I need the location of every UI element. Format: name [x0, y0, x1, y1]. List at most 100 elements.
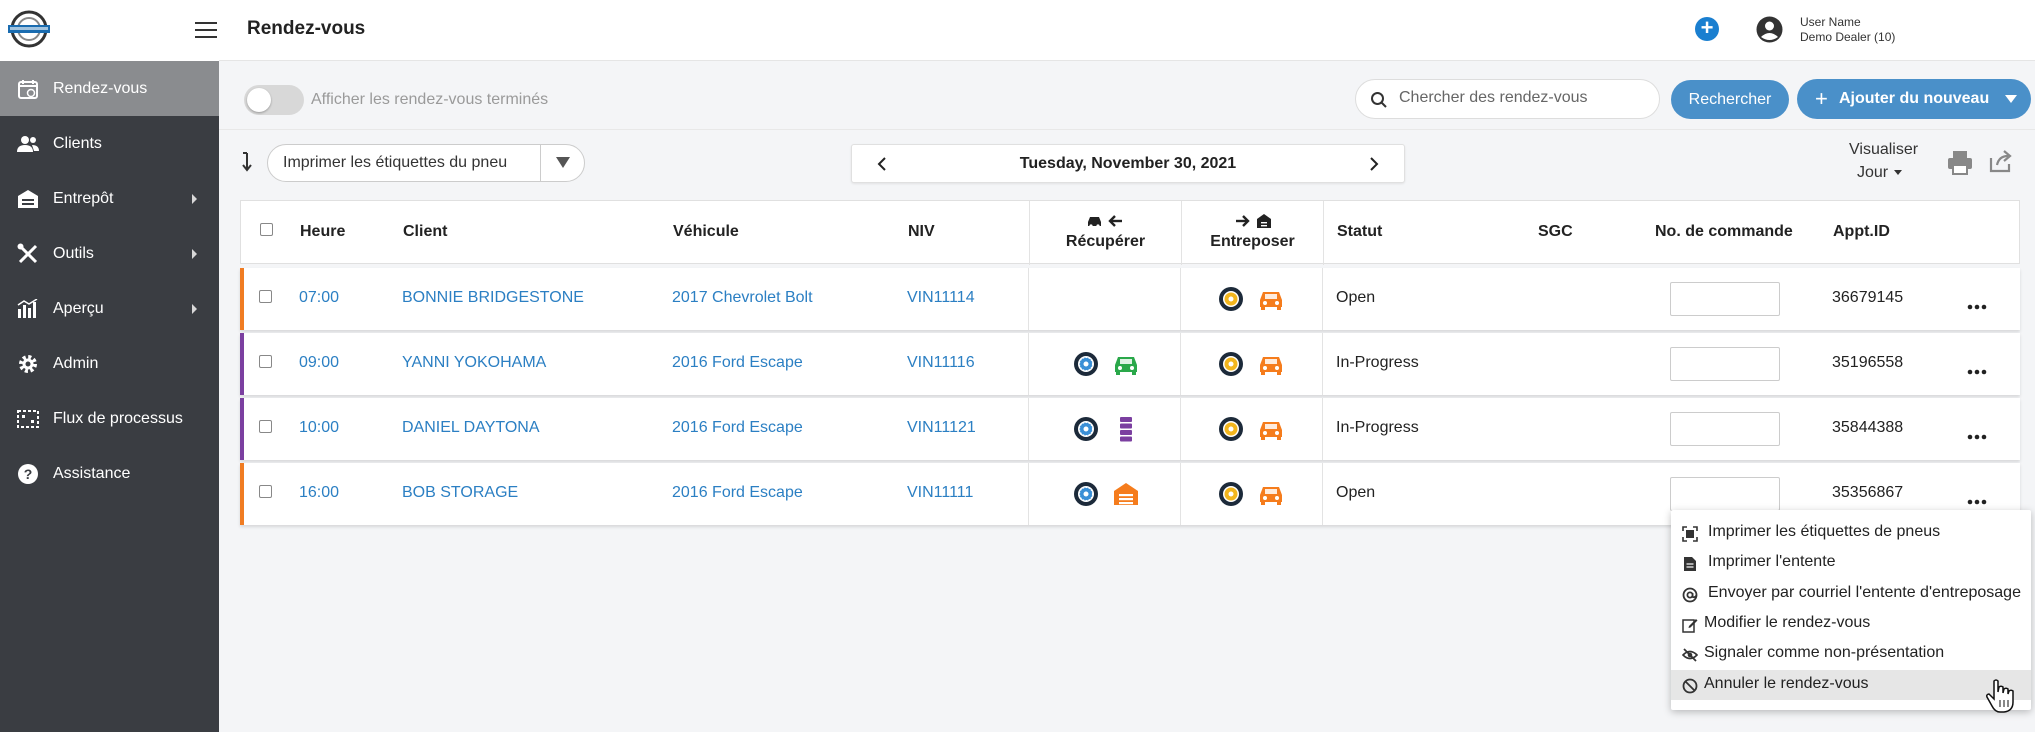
- at-icon: [1682, 587, 1698, 603]
- sidebar-item-rendez-vous[interactable]: Rendez-vous: [0, 61, 219, 116]
- order-number-input[interactable]: [1670, 477, 1780, 511]
- table-row[interactable]: 10:00 DANIEL DAYTONA 2016 Ford Escape VIN11…: [240, 398, 2020, 460]
- chevron-right-icon[interactable]: [1366, 156, 1382, 172]
- col-time[interactable]: Heure: [300, 223, 346, 240]
- col-status[interactable]: Statut: [1337, 223, 1383, 240]
- quick-add-button[interactable]: +: [1695, 17, 1719, 41]
- help-icon: ?: [16, 462, 40, 486]
- vin-link[interactable]: VIN11116: [907, 354, 975, 371]
- user-name[interactable]: User Name: [1800, 15, 1861, 29]
- sidebar-item-flux-de-processus[interactable]: Flux de processus: [0, 391, 219, 446]
- company-logo[interactable]: [6, 10, 52, 48]
- col-appt-id[interactable]: Appt.ID: [1833, 223, 1890, 240]
- add-new-button[interactable]: + Ajouter du nouveau: [1797, 79, 2031, 119]
- table-row[interactable]: 09:00 YANNI YOKOHAMA 2016 Ford Escape VIN11…: [240, 333, 2020, 395]
- more-actions-icon[interactable]: [1967, 492, 1987, 505]
- status-color-bar: [240, 268, 244, 330]
- sidebar-item-outils[interactable]: Outils: [0, 226, 219, 281]
- store-header-icons: [1182, 213, 1323, 233]
- order-number-input[interactable]: [1670, 282, 1780, 316]
- add-new-dropdown-icon[interactable]: [2005, 95, 2017, 103]
- view-select[interactable]: Jour: [1857, 164, 1903, 182]
- vin-link[interactable]: VIN11111: [907, 484, 974, 501]
- vin-link[interactable]: VIN11121: [907, 419, 976, 436]
- col-pickup[interactable]: Récupérer: [1030, 213, 1181, 251]
- hand-cursor-icon: [1986, 679, 2014, 713]
- vin-link[interactable]: VIN11114: [907, 289, 975, 306]
- row-checkbox[interactable]: [259, 420, 272, 433]
- table-row[interactable]: 07:00 BONNIE BRIDGESTONE 2017 Chevrolet Bo…: [240, 268, 2020, 330]
- search-input[interactable]: [1399, 89, 1649, 107]
- sidebar-item-entrep-t[interactable]: Entrepôt: [0, 171, 219, 226]
- more-actions-icon[interactable]: [1967, 427, 1987, 440]
- calendar-icon: [16, 77, 40, 101]
- client-link[interactable]: DANIEL DAYTONA: [402, 419, 540, 436]
- row-checkbox[interactable]: [259, 485, 272, 498]
- show-completed-toggle[interactable]: [244, 85, 304, 115]
- tire-yellow-icon: [1218, 286, 1244, 312]
- order-number-input[interactable]: [1670, 412, 1780, 446]
- col-sgc[interactable]: SGC: [1538, 223, 1573, 240]
- sort-icon[interactable]: [240, 151, 254, 173]
- car-orange-icon: [1258, 481, 1284, 507]
- tools-icon: [16, 242, 40, 266]
- select-all-checkbox[interactable]: [260, 223, 273, 236]
- status-text: In-Progress: [1336, 354, 1419, 371]
- hamburger-menu-icon[interactable]: [195, 20, 219, 40]
- warehouse-orange-icon: [1113, 481, 1139, 507]
- car-orange-icon: [1258, 286, 1284, 312]
- menu-item-scan[interactable]: Imprimer les étiquettes de pneus: [1671, 518, 2031, 548]
- chevron-right-icon: [192, 248, 197, 259]
- col-vin[interactable]: NIV: [908, 223, 935, 240]
- table-row[interactable]: 16:00 BOB STORAGE 2016 Ford Escape VIN11111…: [240, 463, 2020, 525]
- sidebar-item-clients[interactable]: Clients: [0, 116, 219, 171]
- col-divider: [1322, 268, 1323, 330]
- export-icon[interactable]: [1988, 148, 2014, 174]
- menu-item-eye-slash[interactable]: Signaler comme non-présentation: [1671, 639, 2031, 669]
- client-link[interactable]: BOB STORAGE: [402, 484, 519, 501]
- print-dropdown-icon[interactable]: [556, 157, 570, 168]
- current-date[interactable]: Tuesday, November 30, 2021: [1019, 155, 1237, 172]
- col-client[interactable]: Client: [403, 223, 448, 240]
- search-box[interactable]: [1355, 79, 1660, 119]
- dealer-name[interactable]: Demo Dealer (10): [1800, 30, 1896, 44]
- more-actions-icon[interactable]: [1967, 362, 1987, 375]
- client-link[interactable]: YANNI YOKOHAMA: [402, 354, 547, 371]
- status-color-bar: [240, 333, 244, 395]
- row-checkbox[interactable]: [259, 290, 272, 303]
- sidebar-item-admin[interactable]: Admin: [0, 336, 219, 391]
- print-tire-labels-button[interactable]: Imprimer les étiquettes du pneu: [267, 144, 585, 182]
- sidebar-item-label: Aperçu: [53, 299, 104, 317]
- vehicle-link[interactable]: 2016 Ford Escape: [672, 484, 803, 501]
- menu-item-edit[interactable]: Modifier le rendez-vous: [1671, 609, 2031, 639]
- menu-item-ban[interactable]: Annuler le rendez-vous: [1671, 670, 2031, 700]
- printer-icon[interactable]: [1946, 148, 1974, 176]
- menu-item-document[interactable]: Imprimer l'entente: [1671, 548, 2031, 578]
- vehicle-link[interactable]: 2016 Ford Escape: [672, 419, 803, 436]
- chevron-left-icon[interactable]: [874, 156, 890, 172]
- row-checkbox[interactable]: [259, 355, 272, 368]
- more-actions-icon[interactable]: [1967, 297, 1987, 310]
- plus-icon: +: [1815, 86, 1828, 111]
- col-order-number[interactable]: No. de commande: [1655, 223, 1793, 240]
- vehicle-link[interactable]: 2016 Ford Escape: [672, 354, 803, 371]
- time-link[interactable]: 09:00: [299, 354, 340, 371]
- vehicle-link[interactable]: 2017 Chevrolet Bolt: [672, 289, 813, 306]
- order-number-input[interactable]: [1670, 347, 1780, 381]
- ban-icon: [1682, 678, 1698, 694]
- col-store[interactable]: Entreposer: [1182, 213, 1323, 251]
- car-orange-icon: [1258, 351, 1284, 377]
- client-link[interactable]: BONNIE BRIDGESTONE: [402, 289, 584, 306]
- status-text: Open: [1336, 484, 1376, 501]
- time-link[interactable]: 07:00: [299, 289, 340, 306]
- col-vehicle[interactable]: Véhicule: [673, 223, 739, 240]
- menu-item-at[interactable]: Envoyer par courriel l'entente d'entrepo…: [1671, 579, 2031, 609]
- appt-id: 35844388: [1832, 419, 1904, 436]
- time-link[interactable]: 16:00: [299, 484, 340, 501]
- sidebar-item-aper-u[interactable]: Aperçu: [0, 281, 219, 336]
- time-link[interactable]: 10:00: [299, 419, 340, 436]
- search-button[interactable]: Rechercher: [1671, 80, 1789, 119]
- col-divider: [1180, 463, 1181, 525]
- sidebar-item-assistance[interactable]: ? Assistance: [0, 446, 219, 501]
- user-avatar-icon[interactable]: [1756, 16, 1783, 43]
